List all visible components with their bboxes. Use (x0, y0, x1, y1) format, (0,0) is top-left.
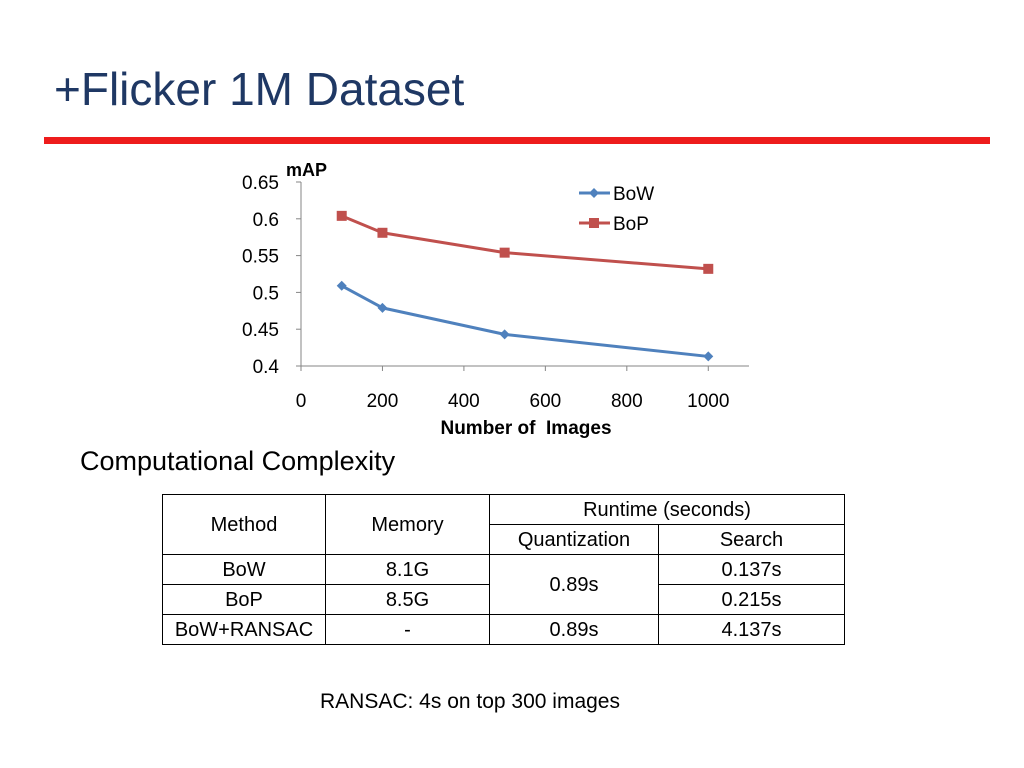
data-point-bop (377, 227, 388, 238)
cell-method: BoW+RANSAC (162, 614, 326, 645)
x-tick-label: 400 (448, 391, 480, 412)
series-line-bop (341, 214, 709, 271)
cell-search: 0.215s (658, 584, 845, 615)
x-tick-label: 200 (367, 391, 399, 412)
data-point-bow (377, 302, 388, 313)
data-point-bop (336, 210, 347, 221)
header-quantization: Quantization (489, 524, 659, 555)
legend-marker-bop (589, 218, 599, 228)
header-memory: Memory (325, 494, 490, 555)
legend-entry-bop: BoP (613, 214, 649, 235)
series-line-bow (341, 284, 709, 358)
cell-search: 0.137s (658, 554, 845, 585)
table-row: BoW+RANSAC - 0.89s 4.137s (162, 614, 845, 645)
complexity-table: Method Memory Runtime (seconds) Quantiza… (162, 494, 845, 645)
legend-marker-bow (589, 188, 599, 198)
title-divider (44, 137, 990, 144)
header-runtime: Runtime (seconds) (489, 494, 845, 525)
data-point-bow (499, 329, 510, 340)
cell-quantization: 0.89s (489, 554, 659, 615)
cell-method: BoW (162, 554, 326, 585)
data-point-bow (703, 351, 714, 362)
complexity-heading: Computational Complexity (80, 446, 396, 476)
data-point-bop (703, 263, 714, 274)
cell-search: 4.137s (658, 614, 845, 645)
y-tick-label: 0.6 (253, 210, 279, 231)
x-tick-label: 0 (296, 391, 307, 412)
y-axis-label: mAP (286, 160, 327, 180)
y-tick-label: 0.55 (242, 247, 279, 268)
y-tick-label: 0.45 (242, 320, 279, 341)
x-tick-label: 800 (611, 391, 643, 412)
map-line-chart: 0.4 0.45 0.5 0.55 0.6 0.65 0 200 400 600 800 1000 mA… (242, 160, 749, 439)
data-point-bow (336, 280, 347, 291)
x-tick-label: 600 (530, 391, 562, 412)
data-point-bop (499, 247, 510, 258)
table-subheader-row: Quantization Search (163, 524, 845, 555)
cell-quantization: 0.89s (489, 614, 659, 645)
x-axis-label: Number of Images (440, 418, 611, 439)
x-tick-label: 1000 (687, 391, 729, 412)
header-method: Method (162, 494, 326, 555)
y-tick-label: 0.5 (253, 283, 279, 304)
cell-memory: 8.5G (325, 584, 490, 615)
header-search: Search (658, 524, 845, 555)
table-header-row: Method Memory Runtime (seconds) (162, 494, 845, 555)
table-row: BoW 8.1G 0.89s 0.137s (162, 554, 845, 615)
table-row: BoP 8.5G 0.215s (162, 584, 845, 615)
slide-title: +Flicker 1M Dataset (54, 63, 465, 115)
y-tick-label: 0.4 (253, 357, 280, 378)
cell-memory: 8.1G (325, 554, 490, 585)
ransac-footnote: RANSAC: 4s on top 300 images (320, 690, 620, 713)
cell-method: BoP (162, 584, 326, 615)
cell-memory: - (325, 614, 490, 645)
legend-entry-bow: BoW (613, 184, 654, 205)
y-tick-label: 0.65 (242, 173, 279, 194)
